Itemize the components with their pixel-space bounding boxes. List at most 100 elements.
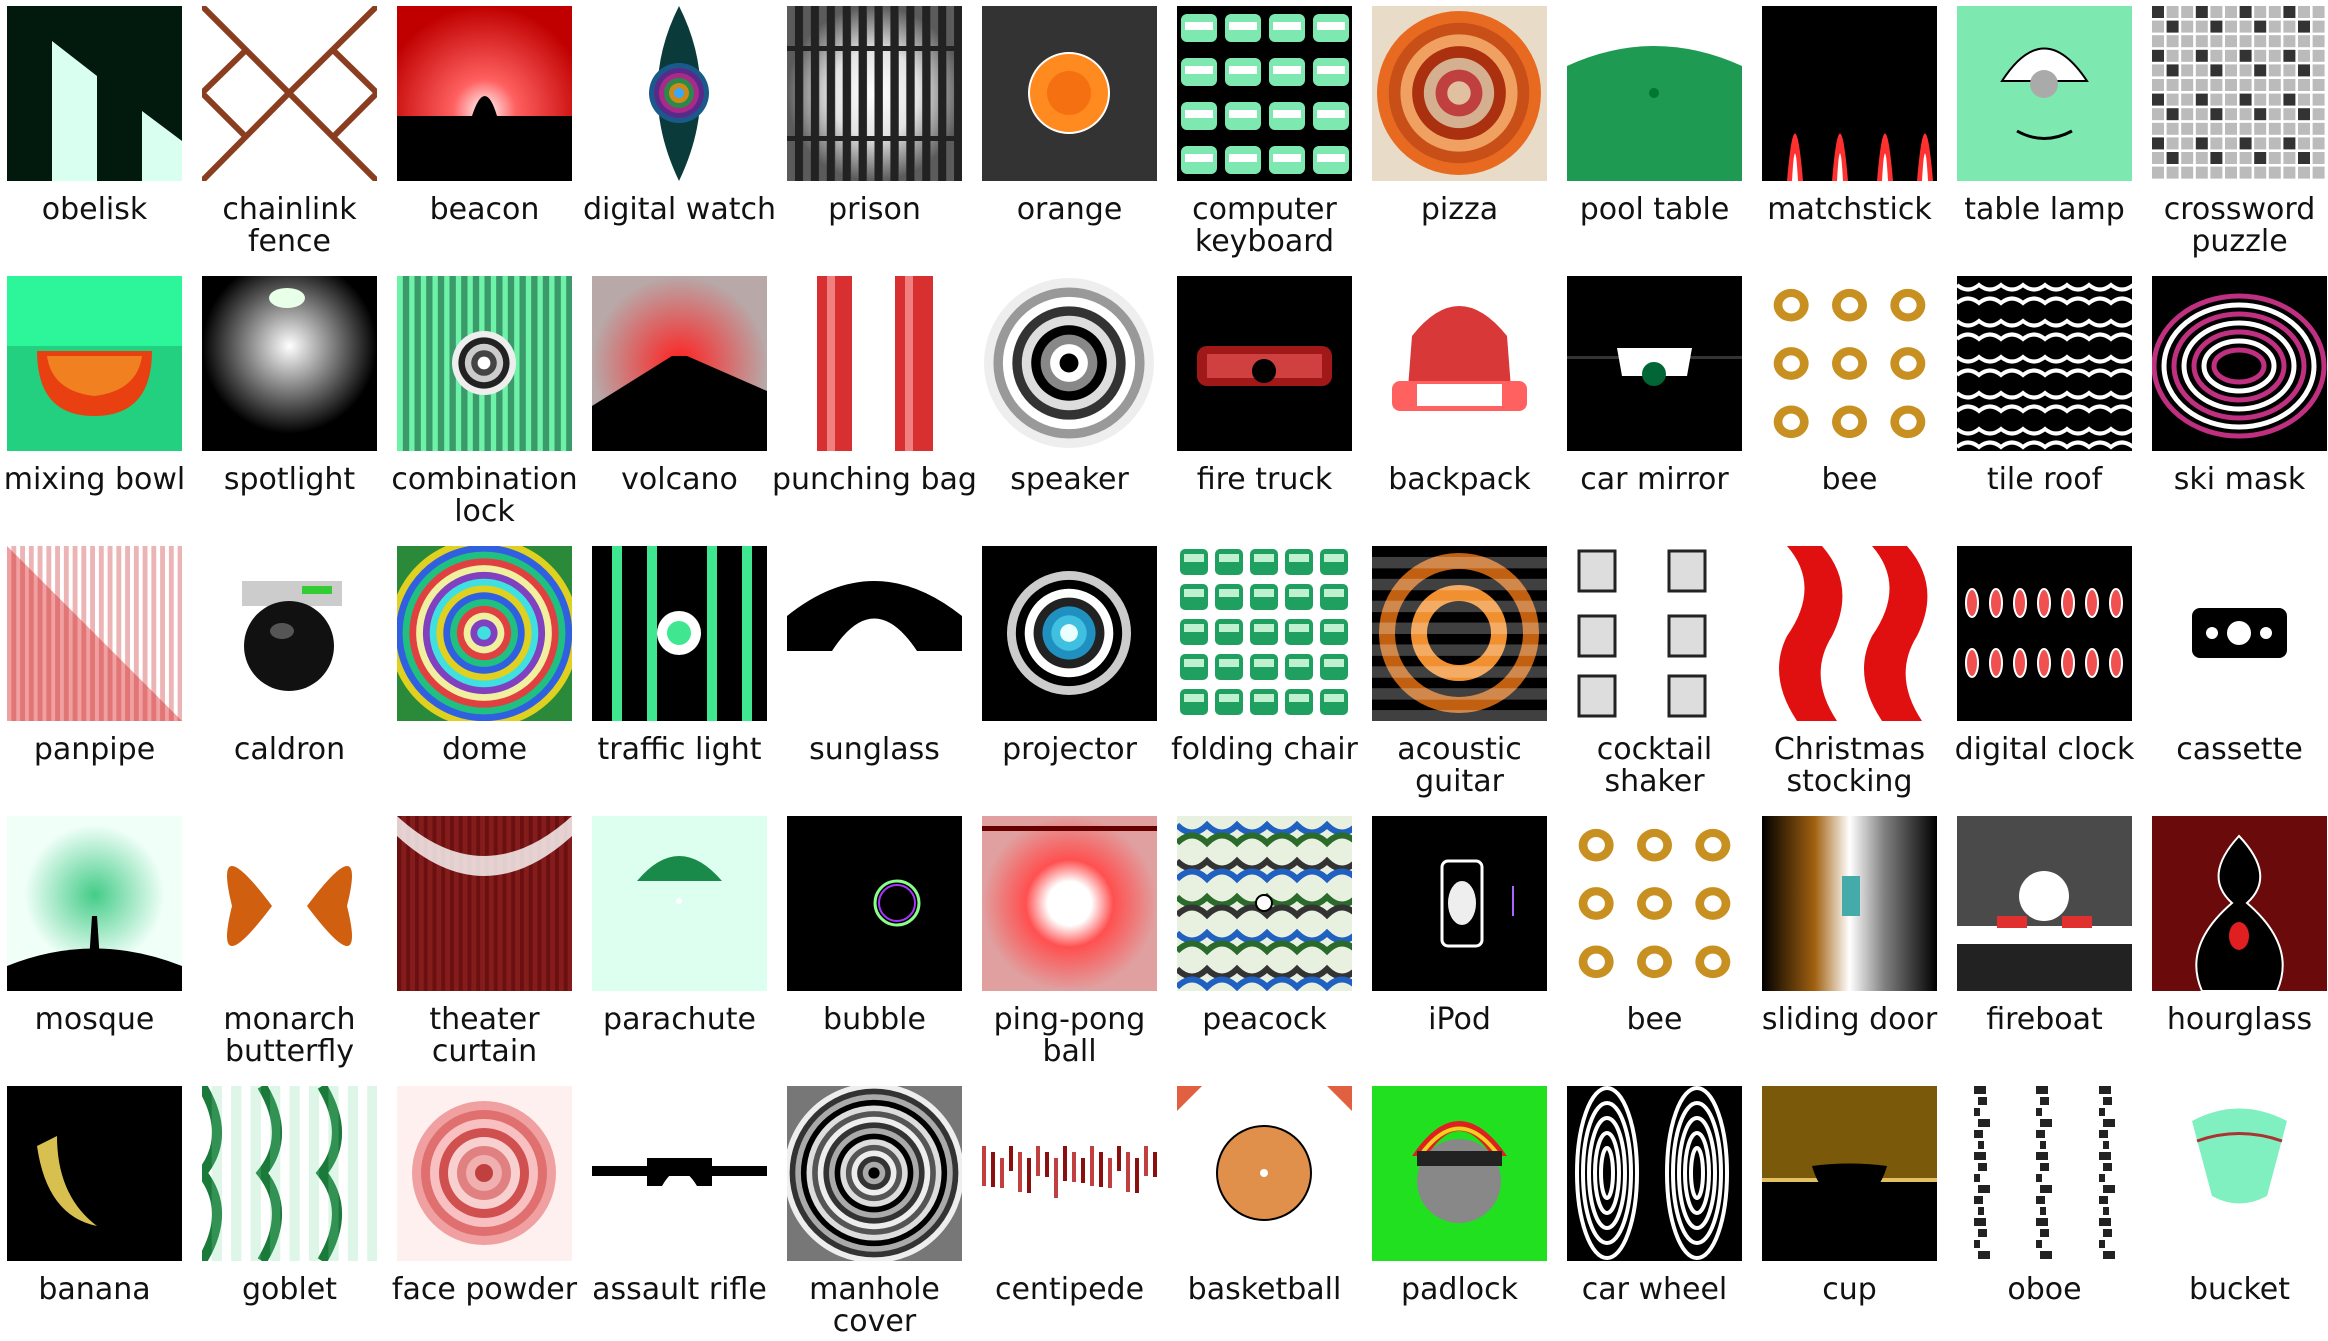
thumbnail-image <box>1177 1086 1352 1261</box>
item-label: fire truck <box>1196 462 1333 497</box>
item-label: bucket <box>2188 1272 2291 1307</box>
thumbnail-image <box>1372 6 1547 181</box>
thumbnail-image <box>982 276 1157 451</box>
item-label: bubble <box>823 1002 926 1037</box>
item-label: car wheel <box>1581 1272 1728 1307</box>
thumbnail-image <box>2152 276 2327 451</box>
thumbnail-image <box>787 1086 962 1261</box>
item-label: padlock <box>1400 1272 1519 1307</box>
thumbnail-image <box>1372 546 1547 721</box>
thumbnail-image <box>1177 6 1352 181</box>
item-label: goblet <box>242 1272 337 1307</box>
thumbnail-image <box>1372 816 1547 991</box>
thumbnail-image <box>202 816 377 991</box>
item-label: volcano <box>621 462 738 497</box>
thumbnail-image <box>7 816 182 991</box>
thumbnail-image <box>1762 816 1937 991</box>
thumbnail-image <box>397 546 572 721</box>
item-label: pizza <box>1420 192 1499 227</box>
thumbnail-image <box>397 6 572 181</box>
item-label: dome <box>441 732 528 767</box>
item-label: folding chair <box>1171 732 1358 767</box>
thumbnail-image <box>7 1086 182 1261</box>
item-label: fireboat <box>1986 1002 2103 1037</box>
item-label: panpipe <box>33 732 156 767</box>
item-label: theater curtain <box>429 1002 540 1069</box>
thumbnail-image <box>787 276 962 451</box>
thumbnail-image <box>982 1086 1157 1261</box>
thumbnail-image <box>1762 276 1937 451</box>
thumbnail-image <box>2152 6 2327 181</box>
thumbnail-image <box>202 546 377 721</box>
thumbnail-image <box>1762 1086 1937 1261</box>
item-label: orange <box>1016 192 1123 227</box>
item-label: sliding door <box>1761 1002 1938 1037</box>
item-label: cup <box>1822 1272 1877 1307</box>
thumbnail-image <box>1957 276 2132 451</box>
item-label: speaker <box>1010 462 1129 497</box>
thumbnail-image <box>2152 816 2327 991</box>
item-label: parachute <box>603 1002 756 1037</box>
thumbnail-image <box>1372 1086 1547 1261</box>
item-label: spotlight <box>223 462 356 497</box>
thumbnail-image <box>1177 546 1352 721</box>
thumbnail-image <box>1567 1086 1742 1261</box>
thumbnail-image <box>1372 276 1547 451</box>
item-label: acoustic guitar <box>1397 732 1522 799</box>
thumbnail-image <box>397 276 572 451</box>
thumbnail-image <box>787 546 962 721</box>
item-label: face powder <box>391 1272 578 1307</box>
thumbnail-image <box>1762 546 1937 721</box>
item-label: bee <box>1626 1002 1683 1037</box>
item-label: beacon <box>429 192 540 227</box>
thumbnail-image <box>202 1086 377 1261</box>
item-label: traffic light <box>597 732 762 767</box>
thumbnail-image <box>982 546 1157 721</box>
thumbnail-image <box>7 6 182 181</box>
thumbnail-image <box>7 276 182 451</box>
thumbnail-image <box>982 816 1157 991</box>
item-label: iPod <box>1428 1002 1491 1037</box>
thumbnail-image <box>202 276 377 451</box>
item-label: crossword puzzle <box>2163 192 2316 259</box>
item-label: ping-pong ball <box>993 1002 1146 1069</box>
item-label: oboe <box>2007 1272 2082 1307</box>
thumbnail-image <box>1957 6 2132 181</box>
thumbnail-image <box>1762 6 1937 181</box>
thumbnail-image <box>1177 816 1352 991</box>
item-label: obelisk <box>41 192 148 227</box>
item-label: manhole cover <box>809 1272 940 1339</box>
item-label: table lamp <box>1964 192 2125 227</box>
thumbnail-image <box>592 1086 767 1261</box>
item-label: projector <box>1002 732 1137 767</box>
item-label: cocktail shaker <box>1596 732 1713 799</box>
thumbnail-image <box>1567 276 1742 451</box>
thumbnail-image <box>397 1086 572 1261</box>
item-label: caldron <box>233 732 346 767</box>
item-label: peacock <box>1202 1002 1327 1037</box>
thumbnail-image <box>1957 816 2132 991</box>
thumbnail-image <box>2152 1086 2327 1261</box>
thumbnail-image <box>592 276 767 451</box>
item-label: bee <box>1821 462 1878 497</box>
item-label: Christmas stocking <box>1773 732 1926 799</box>
thumbnail-image <box>397 816 572 991</box>
thumbnail-image <box>1957 546 2132 721</box>
item-label: pool table <box>1579 192 1730 227</box>
item-label: mixing bowl <box>3 462 186 497</box>
item-label: backpack <box>1388 462 1531 497</box>
thumbnail-image <box>2152 546 2327 721</box>
thumbnail-image <box>592 546 767 721</box>
item-label: tile roof <box>1986 462 2103 497</box>
thumbnail-image <box>592 816 767 991</box>
thumbnail-image <box>787 6 962 181</box>
item-label: matchstick <box>1767 192 1932 227</box>
item-label: ski mask <box>2173 462 2306 497</box>
item-label: centipede <box>994 1272 1145 1307</box>
thumbnail-image <box>1567 546 1742 721</box>
thumbnail-image <box>202 6 377 181</box>
item-label: mosque <box>34 1002 155 1037</box>
item-label: punching bag <box>772 462 977 497</box>
thumbnail-image <box>787 816 962 991</box>
thumbnail-image <box>1177 276 1352 451</box>
